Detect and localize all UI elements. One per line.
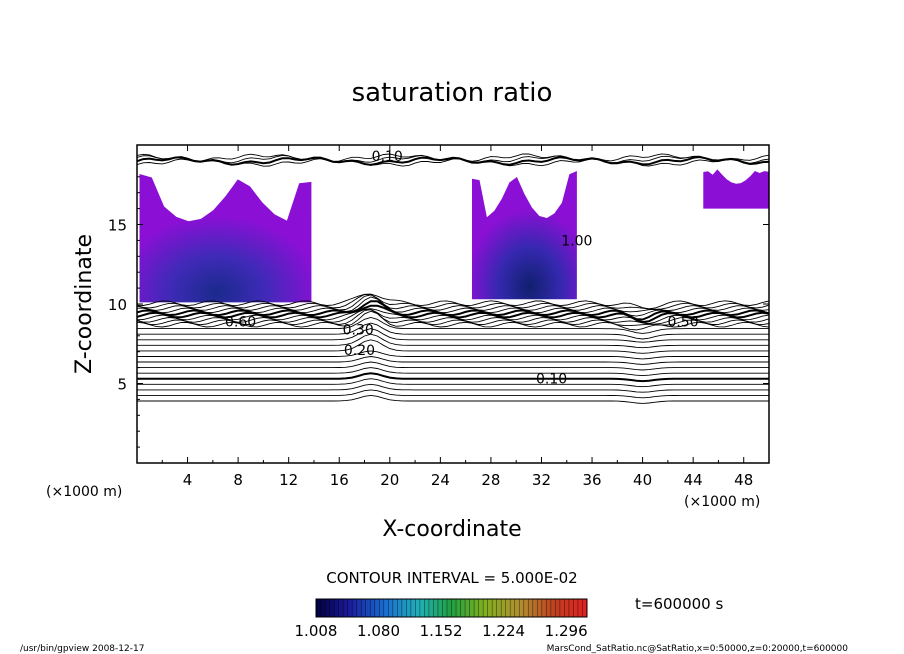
contour-label: 0.20 xyxy=(344,343,375,359)
contour-line xyxy=(137,310,769,331)
contour-line xyxy=(137,383,769,393)
colorbar-tick-label: 1.296 xyxy=(545,622,588,640)
contour-line xyxy=(137,372,769,383)
contour-lines xyxy=(137,153,769,404)
x-tick-label: 40 xyxy=(633,471,652,489)
contour-line xyxy=(137,378,769,388)
x-tick-label: 24 xyxy=(431,471,450,489)
footer-right: MarsCond_SatRatio.nc@SatRatio,x=0:50000,… xyxy=(547,644,849,654)
contour-line xyxy=(137,300,769,321)
x-unit-left: (×1000 m) xyxy=(46,484,122,500)
contour-line xyxy=(137,294,769,310)
contour-label: 0.50 xyxy=(667,314,698,330)
contour-line xyxy=(137,356,769,365)
contour-line xyxy=(137,350,769,360)
contour-interval: CONTOUR INTERVAL = 5.000E-02 xyxy=(326,569,577,587)
x-unit-right: (×1000 m) xyxy=(684,494,760,510)
colorbar-frame xyxy=(315,598,588,618)
y-tick-label: 5 xyxy=(117,376,127,394)
plot-area xyxy=(137,153,769,404)
colorbar-tick-label: 1.152 xyxy=(420,622,463,640)
contour-line xyxy=(137,322,769,340)
shaded-region xyxy=(139,174,312,303)
y-tick-label: 15 xyxy=(108,217,127,235)
x-tick-label: 8 xyxy=(233,471,243,489)
contour-line xyxy=(137,328,769,343)
y-axis-ticks: 5 10 15 xyxy=(108,160,769,448)
contour-line xyxy=(137,367,769,377)
contour-label: 0.60 xyxy=(225,314,256,330)
x-tick-label: 16 xyxy=(330,471,349,489)
contour-line xyxy=(137,155,769,166)
contour-label: 0.10 xyxy=(372,149,403,165)
contour-line xyxy=(137,293,769,310)
contour-line xyxy=(137,153,769,162)
contour-line xyxy=(137,389,769,399)
contour-labels: 0.10 0.10 0.30 0.20 0.60 0.50 1.00 xyxy=(225,149,699,388)
x-tick-label: 44 xyxy=(684,471,703,489)
y-tick-label: 10 xyxy=(108,296,127,314)
colorbar-tick-label: 1.008 xyxy=(295,622,338,640)
contour-label: 1.00 xyxy=(561,233,592,249)
shaded-regions xyxy=(139,169,769,303)
contour-line xyxy=(137,294,769,313)
x-tick-label: 12 xyxy=(279,471,298,489)
x-tick-label: 20 xyxy=(380,471,399,489)
x-tick-label: 4 xyxy=(183,471,193,489)
shaded-region xyxy=(703,169,769,209)
x-tick-label: 36 xyxy=(582,471,601,489)
x-tick-label: 28 xyxy=(481,471,500,489)
contour-line xyxy=(137,309,769,327)
colorbar: 1.008 1.080 1.152 1.224 1.296 xyxy=(295,598,588,640)
x-axis-ticks: 4 8 12 16 20 24 28 32 36 40 44 48 xyxy=(136,145,770,489)
contour-line xyxy=(137,361,769,371)
footer-left: /usr/bin/gpview 2008-12-17 xyxy=(20,644,144,654)
contour-label: 0.30 xyxy=(343,322,374,338)
contour-line xyxy=(137,304,769,324)
colorbar-stripes xyxy=(320,599,583,617)
time-label: t=600000 s xyxy=(635,595,723,613)
colorbar-tick-label: 1.224 xyxy=(482,622,525,640)
shaded-region xyxy=(471,171,577,300)
contour-line xyxy=(137,394,769,404)
y-axis-title: Z-coordinate xyxy=(72,234,97,374)
x-axis-title: X-coordinate xyxy=(382,517,521,542)
x-tick-label: 32 xyxy=(532,471,551,489)
contour-line xyxy=(137,333,769,349)
x-tick-label: 48 xyxy=(734,471,753,489)
contour-line xyxy=(137,339,769,354)
chart-title: saturation ratio xyxy=(352,78,553,108)
contour-label: 0.10 xyxy=(536,372,567,388)
colorbar-tick-labels: 1.008 1.080 1.152 1.224 1.296 xyxy=(295,622,588,640)
contour-line xyxy=(137,317,769,334)
colorbar-tick-label: 1.080 xyxy=(357,622,400,640)
